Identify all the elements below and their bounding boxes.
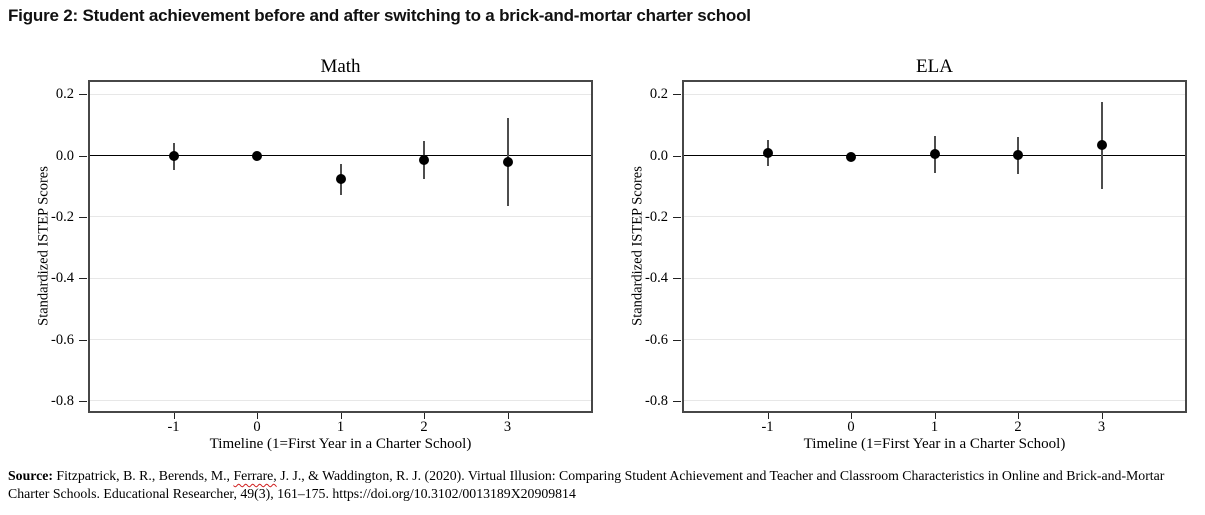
y-tick-mark [673, 216, 681, 218]
y-tick-label: -0.6 [51, 331, 74, 348]
zero-reference-line [90, 155, 591, 157]
data-point [846, 152, 856, 163]
y-tick-mark [673, 278, 681, 280]
x-tick-mark [340, 413, 342, 419]
x-tick-label: 1 [930, 419, 939, 435]
charts-row: Math Standardized ISTEP Scores Timeline … [0, 55, 1205, 460]
figure-title: Figure 2: Student achievement before and… [8, 6, 751, 25]
gridline [684, 400, 1185, 402]
x-tick-label: 1 [336, 419, 345, 435]
x-tick-label: -1 [761, 419, 774, 435]
y-tick-label: -0.4 [645, 270, 668, 287]
chart-panel-math: Math Standardized ISTEP Scores Timeline … [0, 55, 594, 460]
source-note: Source: Fitzpatrick, B. R., Berends, M.,… [8, 467, 1198, 502]
y-tick-mark [79, 400, 87, 402]
x-axis-title: Timeline (1=First Year in a Charter Scho… [803, 436, 1066, 452]
data-point [252, 150, 262, 161]
gridline [90, 277, 591, 279]
y-tick-label: -0.4 [51, 270, 74, 287]
x-tick-label: 0 [253, 419, 261, 435]
gridline [90, 400, 591, 402]
y-tick-mark [79, 278, 87, 280]
y-tick-label: 0.0 [649, 147, 668, 164]
y-tick-label: 0.2 [649, 86, 668, 103]
y-tick-label: -0.2 [51, 208, 74, 225]
y-axis-title: Standardized ISTEP Scores [629, 166, 646, 326]
y-tick-mark [79, 155, 87, 157]
y-tick-label: -0.8 [51, 392, 74, 409]
gridline [90, 216, 591, 218]
y-axis-title: Standardized ISTEP Scores [35, 166, 52, 326]
x-tick-mark [424, 413, 425, 419]
y-tick-mark [673, 400, 681, 402]
x-tick-mark [507, 413, 509, 419]
gridline [90, 339, 591, 341]
gridline [684, 339, 1185, 341]
y-tick-mark [673, 339, 681, 341]
y-tick-label: -0.6 [645, 331, 668, 348]
y-tick-label: 0.0 [55, 147, 74, 164]
data-point [502, 157, 513, 168]
x-tick-mark [934, 413, 936, 419]
source-label: Source: [8, 468, 53, 483]
panel-title: ELA [916, 56, 953, 77]
y-tick-mark [79, 339, 87, 341]
y-tick-label: -0.2 [645, 208, 668, 225]
gridline [684, 93, 1185, 95]
gridline [684, 216, 1185, 218]
y-tick-mark [79, 216, 87, 218]
data-point [335, 174, 346, 185]
panel-title: Math [320, 56, 361, 77]
chart-panel-ela: ELA Standardized ISTEP Scores Timeline (… [594, 55, 1188, 460]
x-tick-mark [851, 413, 852, 419]
x-tick-mark [173, 413, 175, 419]
x-tick-mark [257, 413, 258, 419]
y-tick-label: -0.8 [645, 392, 668, 409]
x-tick-label: 2 [420, 419, 428, 435]
data-point [419, 154, 429, 165]
y-tick-mark [673, 94, 681, 96]
source-text-before: Fitzpatrick, B. R., Berends, M., [52, 468, 234, 483]
x-tick-label: 2 [1014, 419, 1022, 435]
y-tick-label: 0.2 [55, 86, 74, 103]
plot-area [682, 80, 1187, 413]
y-tick-mark [79, 94, 87, 96]
x-tick-mark [1018, 413, 1019, 419]
data-point [762, 147, 773, 158]
source-misspelled-word: Ferrare, [233, 468, 277, 483]
x-tick-mark [767, 413, 769, 419]
data-point [1013, 150, 1023, 161]
y-tick-mark [673, 155, 681, 157]
data-point [929, 149, 940, 160]
gridline [684, 277, 1185, 279]
source-text-after: J. J., & Waddington, R. J. (2020). Virtu… [8, 468, 1165, 501]
data-point [1096, 139, 1107, 150]
gridline [90, 93, 591, 95]
x-tick-label: -1 [167, 419, 180, 435]
data-point [168, 151, 179, 162]
x-axis-title: Timeline (1=First Year in a Charter Scho… [209, 436, 472, 452]
x-tick-label: 0 [847, 419, 855, 435]
x-tick-mark [1101, 413, 1103, 419]
x-tick-label: 3 [503, 419, 512, 435]
x-tick-label: 3 [1097, 419, 1106, 435]
plot-area [88, 80, 593, 413]
